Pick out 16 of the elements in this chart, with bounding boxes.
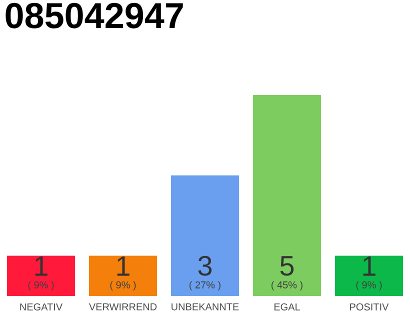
x-tick-label: EGAL [274, 303, 300, 310]
annotation: 5 [280, 256, 294, 276]
x-tick-label: NEGATIV [20, 303, 63, 310]
x-tick-label: POSITIV [350, 303, 389, 310]
annotation: 3 [198, 256, 212, 276]
annotation: 1 [35, 256, 48, 276]
chart-title: 085042947 [6, 2, 183, 28]
annotation: 1 [363, 256, 376, 276]
annotation: 1 [117, 256, 130, 276]
data-label: ( 27% ) [190, 281, 220, 290]
data-label: ( 45% ) [272, 281, 302, 290]
data-label: ( 9% ) [28, 281, 54, 290]
data-label: ( 9% ) [356, 281, 382, 290]
x-tick-label: UNBEKANNTE [172, 303, 239, 310]
x-tick-label: VERWIRREND [88, 303, 157, 310]
data-label: ( 9% ) [110, 281, 136, 290]
